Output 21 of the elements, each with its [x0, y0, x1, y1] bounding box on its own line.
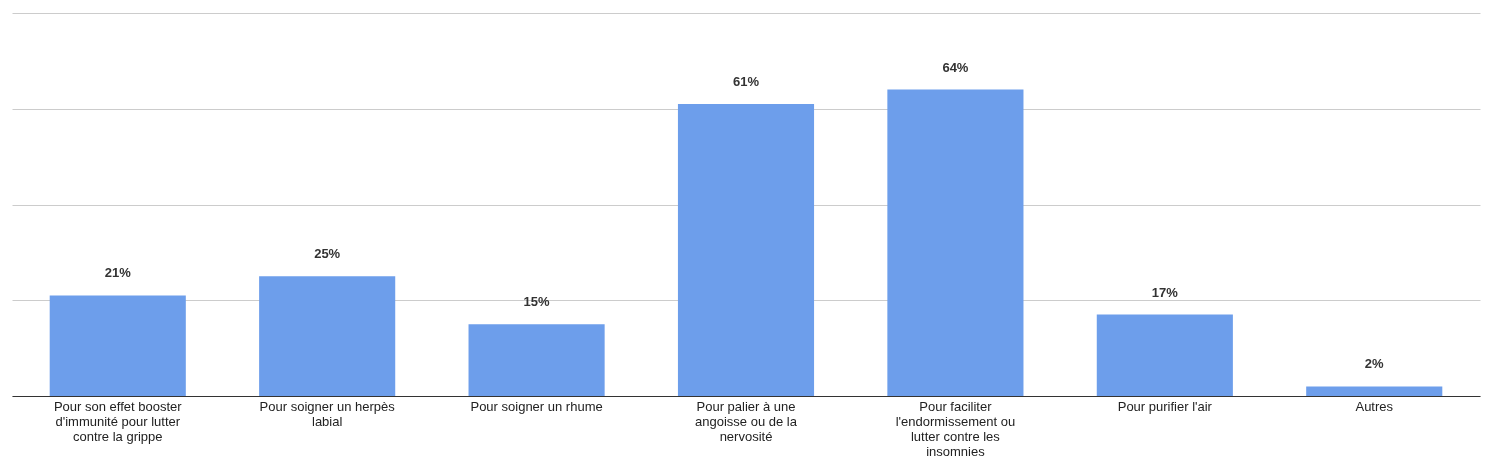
bar	[887, 89, 1024, 396]
data-label: 25%	[314, 246, 341, 262]
x-tick-label: Pour son effet booster d'immunité pour lutter contre la grippe	[53, 398, 183, 444]
data-label: 64%	[942, 59, 969, 75]
data-label: 61%	[732, 73, 760, 89]
data-label: 15%	[523, 294, 551, 310]
bar	[468, 324, 605, 396]
data-label: 17%	[1151, 284, 1179, 300]
data-label: 2%	[1364, 356, 1385, 372]
x-tick-label: Pour faciliter l'endormissement ou lutter contre les insomnies	[895, 398, 1016, 459]
data-label: 21%	[104, 265, 132, 281]
x-tick-label: Autres	[1355, 398, 1394, 414]
x-tick-label: Pour purifier l'air	[1117, 398, 1213, 414]
bar	[259, 276, 396, 396]
bar	[677, 103, 815, 396]
x-tick-label: Pour palier à une angoisse ou de la nervosité	[695, 398, 798, 444]
bar	[1096, 314, 1233, 396]
x-tick-label: Pour soigner un rhume	[470, 398, 603, 414]
bar	[49, 295, 186, 396]
x-tick-label: Pour soigner un herpès labial	[259, 398, 396, 429]
bar	[1306, 386, 1443, 396]
